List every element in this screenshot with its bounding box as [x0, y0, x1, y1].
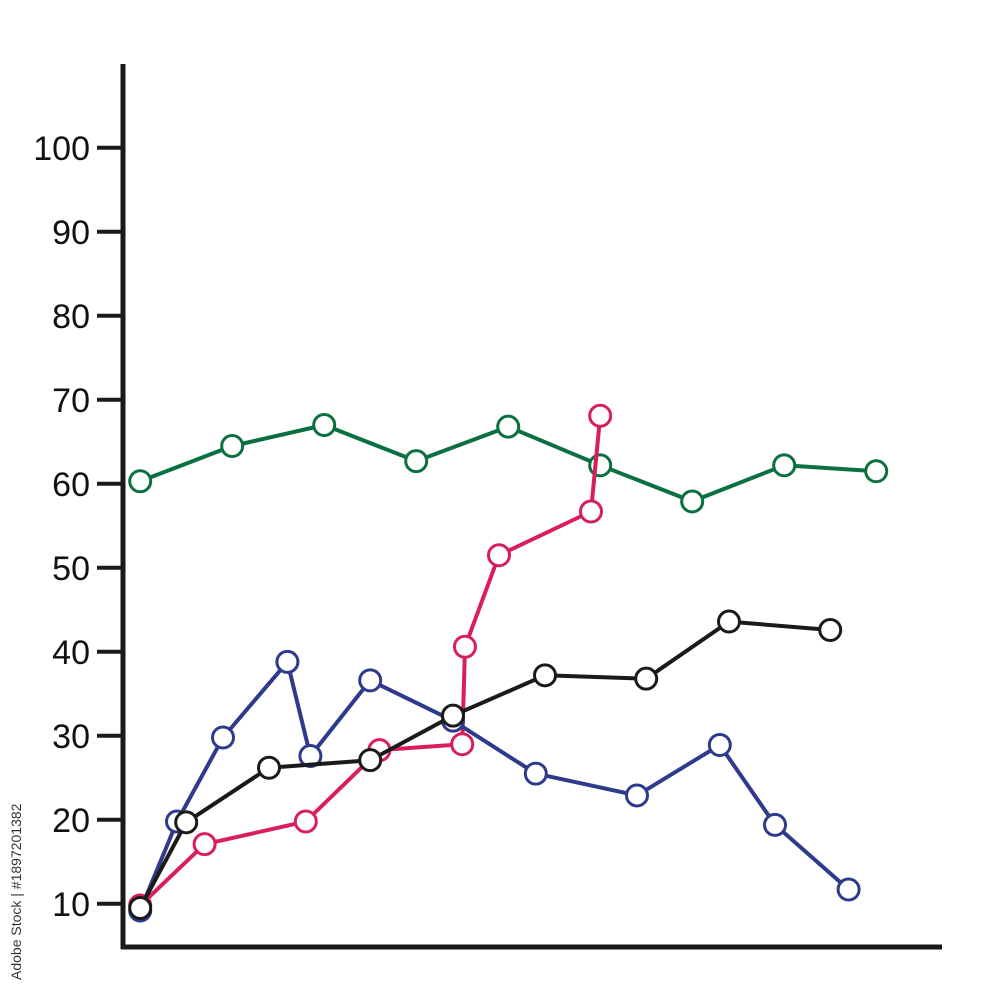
y-tick-label: 50: [52, 550, 90, 588]
data-point: [763, 812, 787, 837]
data-point: [533, 663, 557, 688]
y-tick-label: 40: [52, 634, 90, 672]
data-point: [128, 896, 153, 920]
data-point: [128, 469, 153, 494]
stock-watermark: Adobe Stock | #1897201382: [8, 803, 24, 980]
y-tick-label: 30: [52, 718, 90, 756]
y-tick-label: 90: [52, 214, 90, 252]
data-point: [707, 733, 732, 758]
data-point: [358, 668, 383, 693]
data-point: [293, 809, 318, 834]
series-line: [138, 659, 850, 912]
data-point: [441, 703, 465, 728]
chart-axes: [120, 64, 942, 950]
data-point: [487, 543, 511, 568]
data-point: [588, 403, 613, 428]
data-point: [312, 413, 337, 437]
y-tick-label: 60: [52, 466, 90, 504]
data-point: [680, 489, 705, 514]
data-point: [275, 649, 300, 674]
data-point: [818, 617, 843, 642]
data-point: [836, 877, 861, 902]
y-tick-label: 20: [52, 802, 90, 840]
y-tick-label: 10: [52, 886, 90, 924]
y-tick-label: 100: [33, 130, 90, 168]
series-1: [128, 403, 613, 918]
y-tick-label: 80: [52, 298, 90, 336]
data-point: [211, 725, 235, 750]
data-point: [452, 634, 477, 659]
data-point: [192, 832, 217, 857]
data-point: [634, 666, 659, 691]
data-point: [450, 732, 475, 757]
data-point: [404, 449, 429, 474]
data-point: [772, 453, 797, 478]
series-layer: [128, 403, 889, 923]
series-0: [128, 413, 889, 514]
y-tick-label: 70: [52, 382, 90, 420]
y-ticks: 10 20 30 40 50 60 70 80 90 100: [33, 130, 123, 924]
data-point: [220, 434, 245, 458]
series-line: [138, 415, 603, 907]
series-line: [138, 619, 831, 909]
data-point: [625, 783, 649, 808]
data-point: [174, 810, 199, 835]
data-point: [496, 414, 521, 439]
data-point: [523, 761, 548, 786]
data-point: [358, 748, 383, 773]
series-3: [128, 609, 843, 920]
data-point: [717, 609, 741, 634]
data-point: [579, 499, 603, 524]
data-point: [864, 459, 889, 484]
data-point: [257, 755, 281, 780]
